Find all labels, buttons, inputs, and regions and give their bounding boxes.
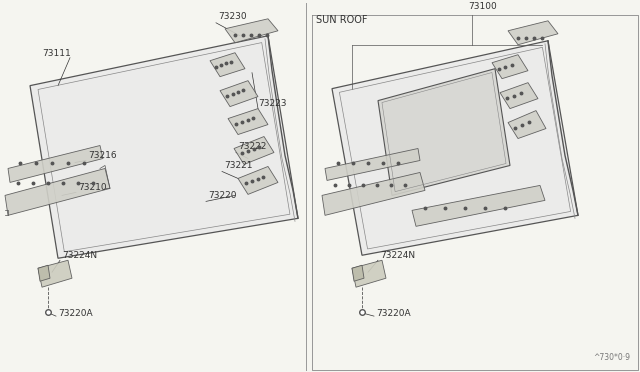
Polygon shape (492, 55, 528, 78)
Polygon shape (378, 69, 510, 195)
Polygon shape (508, 110, 546, 138)
Polygon shape (5, 169, 110, 215)
Polygon shape (234, 137, 274, 164)
Text: 73221: 73221 (224, 161, 253, 170)
Polygon shape (8, 145, 103, 182)
Text: 73216: 73216 (88, 151, 116, 160)
Text: SUN ROOF: SUN ROOF (316, 15, 367, 25)
Text: 73111: 73111 (42, 49, 71, 58)
Text: 73100: 73100 (468, 2, 497, 11)
Polygon shape (508, 21, 558, 45)
Polygon shape (225, 19, 278, 43)
Polygon shape (210, 53, 245, 77)
Text: 73224N: 73224N (62, 251, 97, 260)
Text: 73230: 73230 (218, 12, 246, 21)
Polygon shape (352, 265, 364, 281)
Text: 73210: 73210 (78, 183, 107, 192)
Polygon shape (220, 81, 258, 107)
Polygon shape (332, 41, 578, 255)
Polygon shape (38, 260, 72, 287)
Text: 73220A: 73220A (376, 309, 411, 318)
Polygon shape (352, 260, 386, 287)
Text: 73223: 73223 (258, 99, 287, 108)
Text: 73220A: 73220A (58, 309, 93, 318)
Polygon shape (412, 185, 545, 226)
Polygon shape (238, 166, 278, 195)
Polygon shape (322, 173, 425, 215)
Polygon shape (228, 109, 268, 135)
Polygon shape (325, 148, 420, 180)
Text: 73220: 73220 (208, 191, 237, 201)
Text: ^730*0·9: ^730*0·9 (593, 353, 630, 362)
Text: 73224N: 73224N (380, 251, 415, 260)
Text: 73222: 73222 (238, 141, 266, 151)
Polygon shape (500, 83, 538, 109)
Polygon shape (38, 265, 50, 281)
Polygon shape (30, 36, 298, 258)
